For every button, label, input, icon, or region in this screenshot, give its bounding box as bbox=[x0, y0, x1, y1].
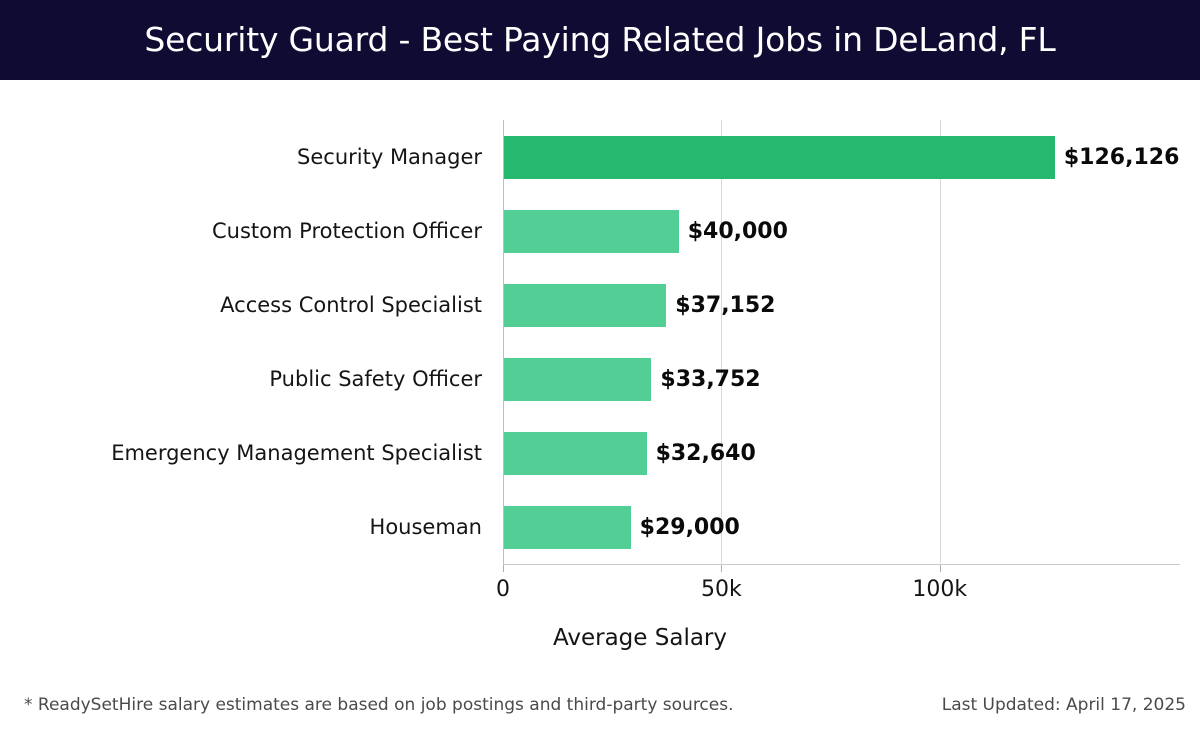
bar[interactable] bbox=[504, 135, 1055, 179]
bar-row: $32,640 bbox=[503, 432, 1180, 476]
tickmark-100k bbox=[939, 565, 941, 572]
bar-value-label: $32,640 bbox=[655, 441, 756, 467]
bar-value-label: $40,000 bbox=[687, 218, 788, 244]
gridline-50k bbox=[721, 120, 723, 565]
bar-row: $33,752 bbox=[503, 358, 1180, 402]
bar-value-label: $37,152 bbox=[675, 292, 776, 318]
header-bar: Security Guard - Best Paying Related Job… bbox=[0, 0, 1200, 80]
bar[interactable] bbox=[504, 283, 667, 327]
bar[interactable] bbox=[504, 506, 631, 550]
page-title: Security Guard - Best Paying Related Job… bbox=[144, 20, 1056, 59]
footer-last-updated: Last Updated: April 17, 2025 bbox=[941, 695, 1186, 715]
y-axis-line bbox=[503, 120, 504, 565]
category-label: Emergency Management Specialist bbox=[111, 441, 482, 466]
bar-row: $29,000 bbox=[503, 506, 1180, 550]
gridline-100k bbox=[939, 120, 941, 565]
bar-row: $40,000 bbox=[503, 209, 1180, 253]
bar-row: $37,152 bbox=[503, 283, 1180, 327]
x-axis-title: Average Salary bbox=[0, 625, 1200, 651]
footer-disclaimer: * ReadySetHire salary estimates are base… bbox=[24, 695, 734, 715]
x-axis-line bbox=[503, 564, 1180, 565]
footer: * ReadySetHire salary estimates are base… bbox=[0, 695, 1200, 740]
bar-value-label: $29,000 bbox=[639, 515, 740, 541]
category-label: Public Safety Officer bbox=[269, 367, 482, 392]
bar-chart: $126,126 $40,000 $37,152 $33,752 $32,640 $29,… bbox=[0, 80, 1200, 680]
tickmark-0 bbox=[503, 565, 504, 572]
x-tick-label: 0 bbox=[496, 577, 510, 602]
bar-row: $126,126 bbox=[503, 135, 1180, 179]
category-label: Custom Protection Officer bbox=[212, 218, 482, 243]
x-tick-label: 50k bbox=[701, 577, 742, 602]
category-label: Houseman bbox=[369, 515, 482, 540]
x-axis-title-text: Average Salary bbox=[552, 625, 727, 651]
bar-value-label: $33,752 bbox=[660, 367, 761, 393]
category-label: Security Manager bbox=[297, 144, 482, 169]
bar[interactable] bbox=[504, 358, 652, 402]
bar[interactable] bbox=[504, 432, 647, 476]
tickmark-50k bbox=[721, 565, 723, 572]
bar[interactable] bbox=[504, 209, 679, 253]
x-tick-label: 100k bbox=[912, 577, 968, 602]
bar-value-label: $126,126 bbox=[1063, 144, 1180, 170]
plot-area: $126,126 $40,000 $37,152 $33,752 $32,640 $29,… bbox=[503, 120, 1180, 572]
category-label: Access Control Specialist bbox=[220, 292, 482, 317]
